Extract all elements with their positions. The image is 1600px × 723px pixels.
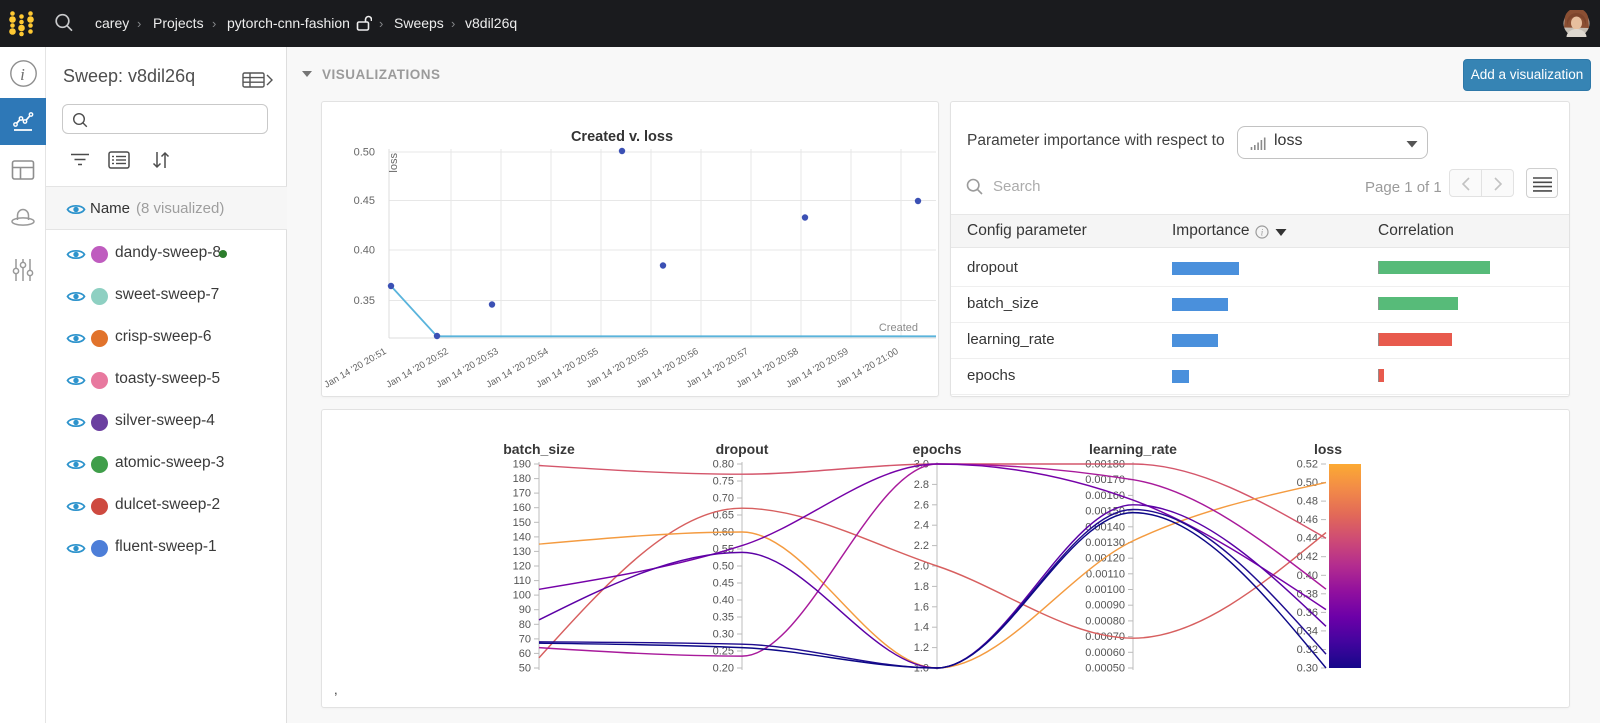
svg-text:160: 160 bbox=[513, 502, 531, 514]
svg-text:180: 180 bbox=[513, 473, 531, 485]
svg-text:70: 70 bbox=[519, 633, 531, 645]
svg-text:80: 80 bbox=[519, 619, 531, 631]
svg-text:0.36: 0.36 bbox=[1297, 607, 1318, 619]
svg-text:0.00110: 0.00110 bbox=[1086, 568, 1125, 580]
svg-text:Created: Created bbox=[879, 322, 918, 334]
svg-text:130: 130 bbox=[513, 546, 531, 558]
svg-text:2.0: 2.0 bbox=[914, 561, 929, 573]
svg-text:0.00050: 0.00050 bbox=[1085, 663, 1125, 675]
svg-text:0.00060: 0.00060 bbox=[1085, 647, 1125, 659]
svg-text:0.30: 0.30 bbox=[713, 629, 734, 641]
svg-text:100: 100 bbox=[513, 590, 531, 602]
svg-text:60: 60 bbox=[519, 648, 531, 660]
svg-text:0.65: 0.65 bbox=[713, 510, 734, 522]
svg-text:0.25: 0.25 bbox=[713, 646, 734, 658]
svg-text:90: 90 bbox=[519, 604, 531, 616]
svg-text:0.44: 0.44 bbox=[1297, 533, 1318, 545]
svg-text:2.2: 2.2 bbox=[914, 540, 929, 552]
svg-text:0.45: 0.45 bbox=[354, 195, 375, 207]
svg-text:110: 110 bbox=[513, 575, 531, 587]
svg-text:1.2: 1.2 bbox=[914, 642, 929, 654]
svg-text:0.00120: 0.00120 bbox=[1085, 553, 1125, 565]
svg-text:0.00070: 0.00070 bbox=[1085, 631, 1125, 643]
svg-text:0.30: 0.30 bbox=[1297, 663, 1318, 675]
svg-text:0.45: 0.45 bbox=[713, 578, 734, 590]
svg-text:150: 150 bbox=[513, 517, 531, 529]
svg-text:0.42: 0.42 bbox=[1297, 551, 1318, 563]
svg-text:0.52: 0.52 bbox=[1297, 459, 1318, 471]
svg-text:190: 190 bbox=[513, 459, 531, 471]
svg-text:epochs: epochs bbox=[912, 441, 961, 457]
svg-text:0.46: 0.46 bbox=[1297, 514, 1318, 526]
svg-text:0.00130: 0.00130 bbox=[1085, 537, 1125, 549]
svg-text:0.20: 0.20 bbox=[713, 663, 734, 675]
svg-text:0.70: 0.70 bbox=[713, 493, 734, 505]
svg-text:0.50: 0.50 bbox=[713, 561, 734, 573]
svg-text:0.35: 0.35 bbox=[354, 295, 375, 307]
svg-text:learning_rate: learning_rate bbox=[1089, 441, 1177, 457]
svg-text:,: , bbox=[334, 682, 338, 697]
svg-text:loss: loss bbox=[1314, 441, 1342, 457]
svg-text:0.50: 0.50 bbox=[354, 147, 375, 159]
svg-text:2.8: 2.8 bbox=[914, 479, 929, 491]
svg-text:0.00080: 0.00080 bbox=[1085, 615, 1125, 627]
svg-text:0.00150: 0.00150 bbox=[1085, 506, 1125, 518]
svg-text:i: i bbox=[20, 65, 25, 84]
svg-text:0.40: 0.40 bbox=[354, 245, 375, 257]
svg-text:0.00090: 0.00090 bbox=[1085, 600, 1125, 612]
svg-text:batch_size: batch_size bbox=[503, 441, 575, 457]
svg-text:Jan 14 '20 20:51: Jan 14 '20 20:51 bbox=[322, 346, 388, 391]
svg-text:i: i bbox=[1261, 228, 1264, 238]
svg-text:0.00100: 0.00100 bbox=[1085, 584, 1125, 596]
svg-text:0.40: 0.40 bbox=[713, 595, 734, 607]
svg-text:1.6: 1.6 bbox=[914, 601, 929, 613]
svg-text:loss: loss bbox=[388, 153, 400, 173]
svg-text:Created v. loss: Created v. loss bbox=[571, 129, 673, 145]
svg-text:140: 140 bbox=[513, 531, 531, 543]
svg-text:0.75: 0.75 bbox=[713, 476, 734, 488]
svg-text:2.6: 2.6 bbox=[914, 499, 929, 511]
svg-text:1.8: 1.8 bbox=[914, 581, 929, 593]
svg-text:2.4: 2.4 bbox=[914, 520, 929, 532]
svg-text:0.80: 0.80 bbox=[713, 459, 734, 471]
svg-text:1.0: 1.0 bbox=[914, 663, 929, 675]
svg-text:0.34: 0.34 bbox=[1297, 625, 1318, 637]
svg-text:0.48: 0.48 bbox=[1297, 496, 1318, 508]
svg-text:dropout: dropout bbox=[716, 441, 769, 457]
svg-text:1.4: 1.4 bbox=[914, 622, 929, 634]
svg-text:170: 170 bbox=[513, 488, 531, 500]
svg-text:50: 50 bbox=[519, 663, 531, 675]
svg-text:0.00160: 0.00160 bbox=[1085, 490, 1125, 502]
svg-text:120: 120 bbox=[513, 561, 531, 573]
svg-text:0.38: 0.38 bbox=[1297, 588, 1318, 600]
svg-text:0.35: 0.35 bbox=[713, 612, 734, 624]
